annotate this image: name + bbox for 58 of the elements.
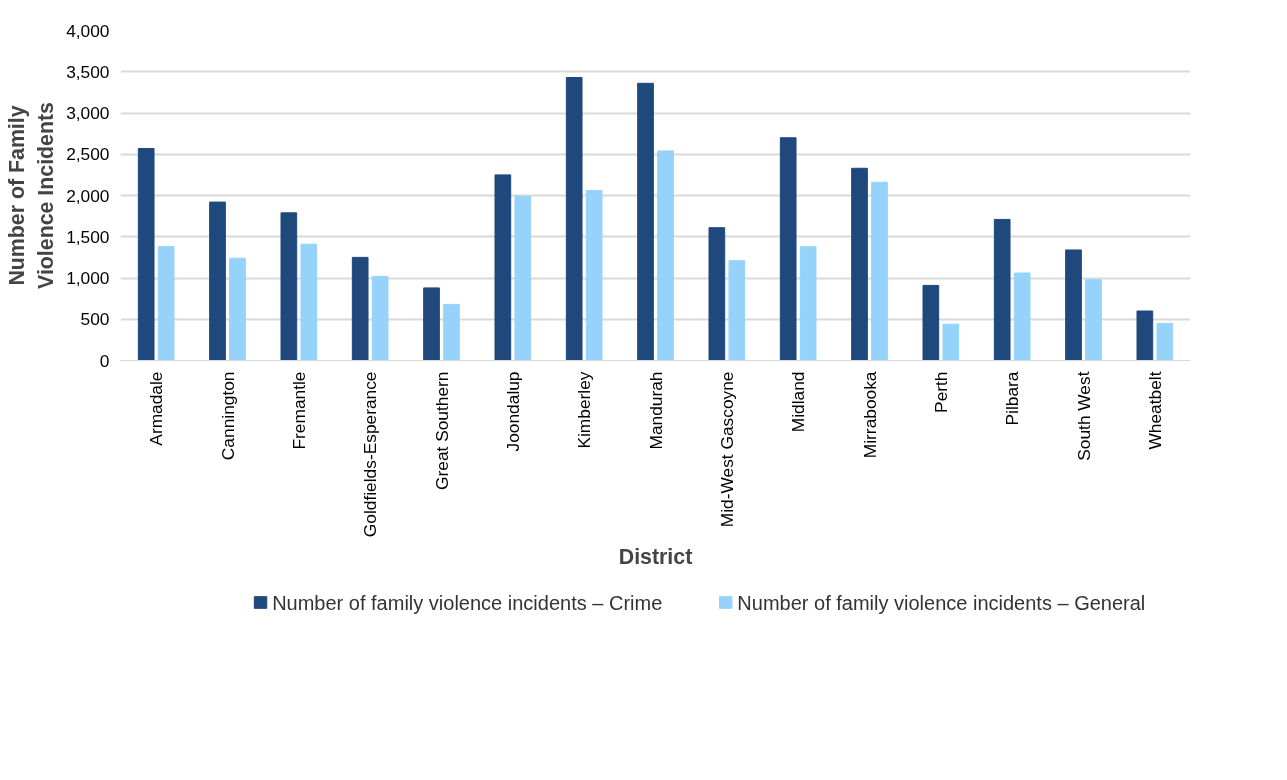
bar bbox=[494, 174, 512, 361]
bar bbox=[371, 275, 389, 361]
x-tick-label: South West bbox=[1073, 371, 1094, 461]
bar bbox=[137, 147, 155, 361]
y-tick-label: 2,500 bbox=[66, 144, 110, 165]
y-axis-title: Number of Family Violence Incidents bbox=[5, 102, 59, 289]
y-tick-label: 2,000 bbox=[66, 185, 110, 206]
x-tick-label: Pilbara bbox=[1002, 371, 1023, 426]
bar bbox=[300, 243, 318, 361]
bar bbox=[871, 181, 888, 361]
bar bbox=[1065, 249, 1082, 361]
x-tick-label: Mirrabooka bbox=[859, 371, 880, 459]
x-tick-label: Mandurah bbox=[645, 371, 666, 450]
bar bbox=[423, 287, 440, 361]
bar bbox=[779, 137, 797, 361]
bar bbox=[443, 303, 460, 361]
bar bbox=[657, 150, 674, 361]
x-tick-label: Great Southern bbox=[431, 371, 452, 490]
bar bbox=[351, 256, 369, 361]
bar bbox=[157, 246, 175, 361]
y-tick-label: 3,000 bbox=[66, 103, 110, 123]
bar bbox=[280, 212, 298, 361]
bar bbox=[1156, 322, 1174, 361]
y-tick-label: 1,000 bbox=[66, 268, 110, 288]
x-axis-title: District bbox=[618, 545, 693, 570]
bar bbox=[637, 82, 654, 361]
bar bbox=[514, 195, 532, 361]
bar bbox=[708, 227, 726, 361]
bar bbox=[585, 190, 603, 361]
bar bbox=[851, 167, 868, 361]
bar bbox=[728, 260, 746, 361]
x-tick-label: Armadale bbox=[146, 371, 167, 446]
y-tick-label: 500 bbox=[80, 309, 110, 330]
x-tick-label: Wheatbelt bbox=[1144, 371, 1165, 450]
bar bbox=[942, 323, 960, 361]
legend-label: Number of family violence incidents – General bbox=[737, 591, 1146, 614]
y-tick-label: 4,000 bbox=[66, 20, 110, 41]
x-tick-label: Midland bbox=[788, 371, 809, 433]
bar bbox=[565, 77, 583, 361]
x-tick-label: Cannington bbox=[217, 371, 238, 461]
bar bbox=[1085, 279, 1102, 361]
bar bbox=[799, 246, 817, 361]
x-tick-label: Fremantle bbox=[288, 371, 309, 450]
x-tick-label: Goldfields-Esperance bbox=[360, 371, 381, 538]
x-tick-label: Joondalup bbox=[502, 371, 523, 452]
bar bbox=[1013, 272, 1031, 361]
y-tick-label: 3,500 bbox=[66, 61, 110, 82]
x-tick-label: Mid-West Gascoyne bbox=[716, 371, 737, 528]
y-tick-label: 1,500 bbox=[66, 226, 110, 247]
legend-label: Number of family violence incidents – Crime bbox=[272, 591, 663, 614]
x-tick-label: Kimberley bbox=[574, 371, 595, 449]
bar bbox=[922, 284, 940, 361]
bar bbox=[993, 218, 1011, 361]
bar bbox=[229, 257, 246, 361]
bar bbox=[209, 201, 226, 361]
y-tick-label: 0 bbox=[99, 350, 110, 371]
x-tick-label: Perth bbox=[930, 371, 951, 413]
bar bbox=[1136, 310, 1154, 361]
